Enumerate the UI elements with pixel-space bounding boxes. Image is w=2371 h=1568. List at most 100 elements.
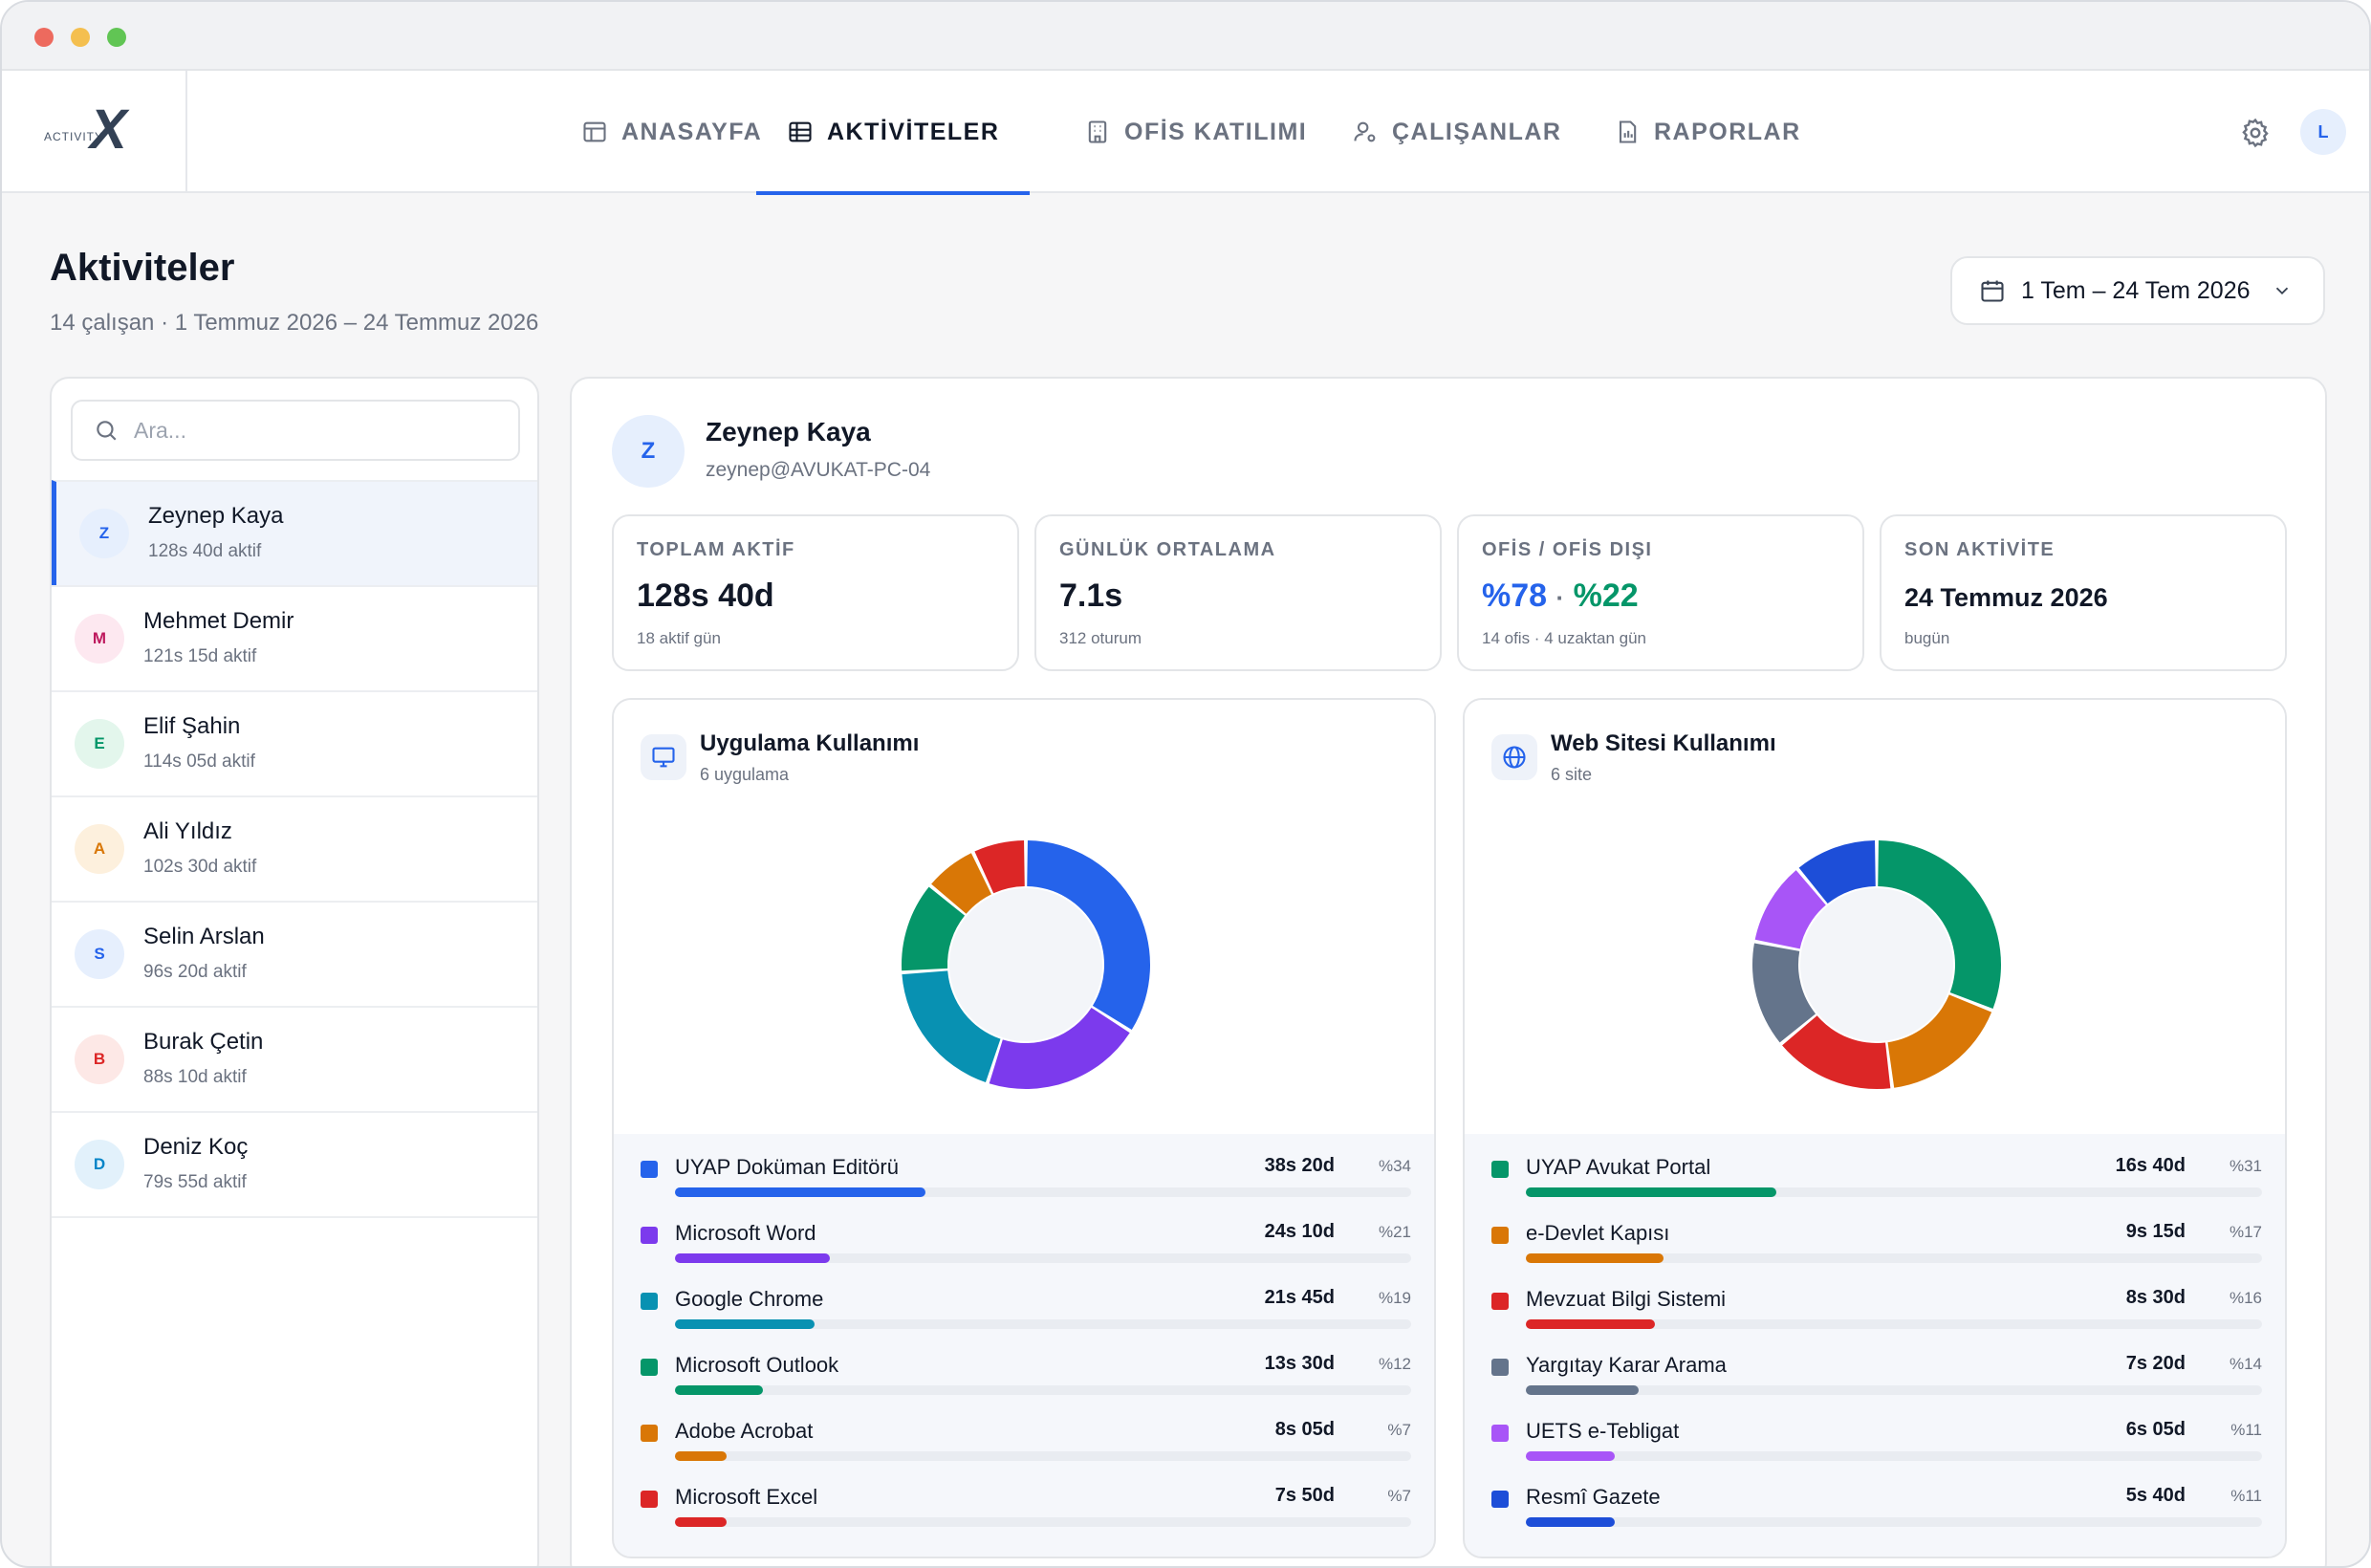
usage-row[interactable]: e-Devlet Kapısı 9s 15d %17 [1491, 1217, 2262, 1282]
usage-time: 7s 50d [1274, 1485, 1335, 1506]
donut-slice[interactable] [1878, 840, 2001, 1010]
stat-value: 7.1s [1059, 577, 1123, 614]
employee-list-item[interactable]: M Mehmet Demir 121s 15d aktif [52, 585, 537, 690]
usage-row[interactable]: Mevzuat Bilgi Sistemi 8s 30d %16 [1491, 1283, 2262, 1348]
usage-percent: %11 [2230, 1421, 2262, 1439]
employee-list-item[interactable]: A Ali Yıldız 102s 30d aktif [52, 795, 537, 901]
employee-list-item[interactable]: S Selin Arslan 96s 20d aktif [52, 901, 537, 1006]
employee-list-item[interactable]: E Elif Şahin 114s 05d aktif [52, 690, 537, 795]
usage-bar-track [1526, 1253, 2262, 1263]
usage-name: Adobe Acrobat [675, 1419, 814, 1443]
legend-swatch [1491, 1425, 1509, 1442]
usage-name: UYAP Avukat Portal [1526, 1155, 1711, 1179]
employee-avatar: E [75, 719, 124, 769]
maximize-window-button[interactable] [107, 28, 126, 47]
legend-swatch [641, 1293, 658, 1310]
donut-center [949, 888, 1102, 1041]
donut-slice[interactable] [1752, 943, 1816, 1043]
usage-row[interactable]: UYAP Doküman Editörü 38s 20d %34 [641, 1151, 1411, 1216]
usage-time: 5s 40d [2125, 1485, 2186, 1506]
usage-name: Microsoft Word [675, 1221, 816, 1245]
legend-swatch [641, 1425, 658, 1442]
office-percent: %78 [1482, 577, 1548, 614]
employee-name: Mehmet Demir [143, 608, 294, 634]
search-input[interactable]: Ara... [71, 400, 520, 461]
donut-slice[interactable] [1027, 840, 1150, 1031]
tab-raporlar[interactable]: RAPORLAR [1614, 71, 1801, 193]
usage-bar-fill [675, 1451, 727, 1461]
logo-text: ACTIVITY [44, 130, 104, 143]
site-usage-donut [1752, 840, 2001, 1089]
donut-slice[interactable] [902, 886, 966, 971]
usage-bar-fill [1526, 1451, 1615, 1461]
employee-list-item[interactable]: Z Zeynep Kaya 128s 40d aktif [52, 480, 537, 585]
donut-slice[interactable] [1798, 840, 1876, 904]
usage-name: UETS e-Tebligat [1526, 1419, 1680, 1443]
usage-row[interactable]: Yargıtay Karar Arama 7s 20d %14 [1491, 1349, 2262, 1414]
employee-avatar: B [75, 1034, 124, 1084]
stat-value: %78 · %22 [1482, 577, 1639, 615]
tab-label: AKTİVİTELER [827, 118, 1000, 145]
usage-name: Google Chrome [675, 1287, 824, 1311]
user-initial: L [2317, 121, 2329, 142]
usage-row[interactable]: Google Chrome 21s 45d %19 [641, 1283, 1411, 1348]
employee-active-time: 79s 55d aktif [143, 1172, 247, 1192]
legend-swatch [641, 1161, 658, 1178]
minimize-window-button[interactable] [71, 28, 90, 47]
legend-swatch [641, 1227, 658, 1244]
usage-bar-fill [1526, 1253, 1664, 1263]
employee-list-item[interactable]: B Burak Çetin 88s 10d aktif [52, 1006, 537, 1111]
employee-initial: D [93, 1155, 106, 1173]
value-separator: · [1555, 583, 1565, 612]
employee-active-time: 128s 40d aktif [148, 541, 262, 561]
stat-label: GÜNLÜK ORTALAMA [1059, 539, 1276, 560]
legend-swatch [1491, 1293, 1509, 1310]
usage-time: 16s 40d [2115, 1155, 2186, 1176]
usage-bar-track [675, 1517, 1411, 1527]
usage-bar-fill [1526, 1517, 1615, 1527]
app-logo[interactable]: ACTIVITY X [2, 71, 187, 193]
tab-label: OFİS KATILIMI [1124, 118, 1308, 145]
date-range-label: 1 Tem – 24 Tem 2026 [2021, 276, 2251, 304]
usage-percent: %7 [1387, 1421, 1411, 1439]
donut-slice[interactable] [1887, 994, 1992, 1088]
usage-name: Mevzuat Bilgi Sistemi [1526, 1287, 1727, 1311]
profile-name: Zeynep Kaya [706, 417, 871, 446]
donut-slice[interactable] [902, 970, 1001, 1083]
usage-row[interactable]: Microsoft Outlook 13s 30d %12 [641, 1349, 1411, 1414]
usage-row[interactable]: UYAP Avukat Portal 16s 40d %31 [1491, 1151, 2262, 1216]
usage-percent: %16 [2229, 1289, 2262, 1307]
donut-slice[interactable] [974, 840, 1025, 894]
legend-swatch [1491, 1227, 1509, 1244]
usage-percent: %34 [1378, 1157, 1411, 1175]
employee-active-time: 114s 05d aktif [143, 751, 255, 772]
usage-row[interactable]: UETS e-Tebligat 6s 05d %11 [1491, 1415, 2262, 1480]
user-avatar[interactable]: L [2300, 109, 2346, 155]
stat-label: OFİS / OFİS DIŞI [1482, 539, 1653, 560]
date-range-picker[interactable]: 1 Tem – 24 Tem 2026 [1950, 256, 2325, 325]
donut-slice[interactable] [1782, 1015, 1891, 1089]
usage-row[interactable]: Resmî Gazete 5s 40d %11 [1491, 1481, 2262, 1546]
page-subtitle: 14 çalışan · 1 Temmuz 2026 – 24 Temmuz 2… [50, 310, 539, 336]
usage-row[interactable]: Microsoft Word 24s 10d %21 [641, 1217, 1411, 1282]
tab-ofis-katilimi[interactable]: OFİS KATILIMI [1084, 71, 1307, 193]
globe-icon [1491, 734, 1537, 780]
donut-slice[interactable] [931, 853, 991, 914]
tab-aktiviteler[interactable]: AKTİVİTELER [756, 71, 1031, 195]
donut-slice[interactable] [989, 1007, 1130, 1089]
window-titlebar [2, 2, 2369, 71]
usage-row[interactable]: Microsoft Excel 7s 50d %7 [641, 1481, 1411, 1546]
usage-bar-track [1526, 1451, 2262, 1461]
settings-gear-icon[interactable] [2239, 117, 2272, 149]
employee-list-item[interactable]: D Deniz Koç 79s 55d aktif [52, 1111, 537, 1216]
search-icon [97, 421, 117, 441]
usage-bar-track [675, 1187, 1411, 1197]
employee-initial: S [94, 945, 105, 963]
tab-calisanlar[interactable]: ÇALIŞANLAR [1352, 71, 1562, 193]
usage-bar-track [675, 1253, 1411, 1263]
close-window-button[interactable] [34, 28, 54, 47]
usage-row[interactable]: Adobe Acrobat 8s 05d %7 [641, 1415, 1411, 1480]
tab-anasayfa[interactable]: ANASAYFA [581, 71, 762, 193]
donut-slice[interactable] [1754, 870, 1826, 949]
